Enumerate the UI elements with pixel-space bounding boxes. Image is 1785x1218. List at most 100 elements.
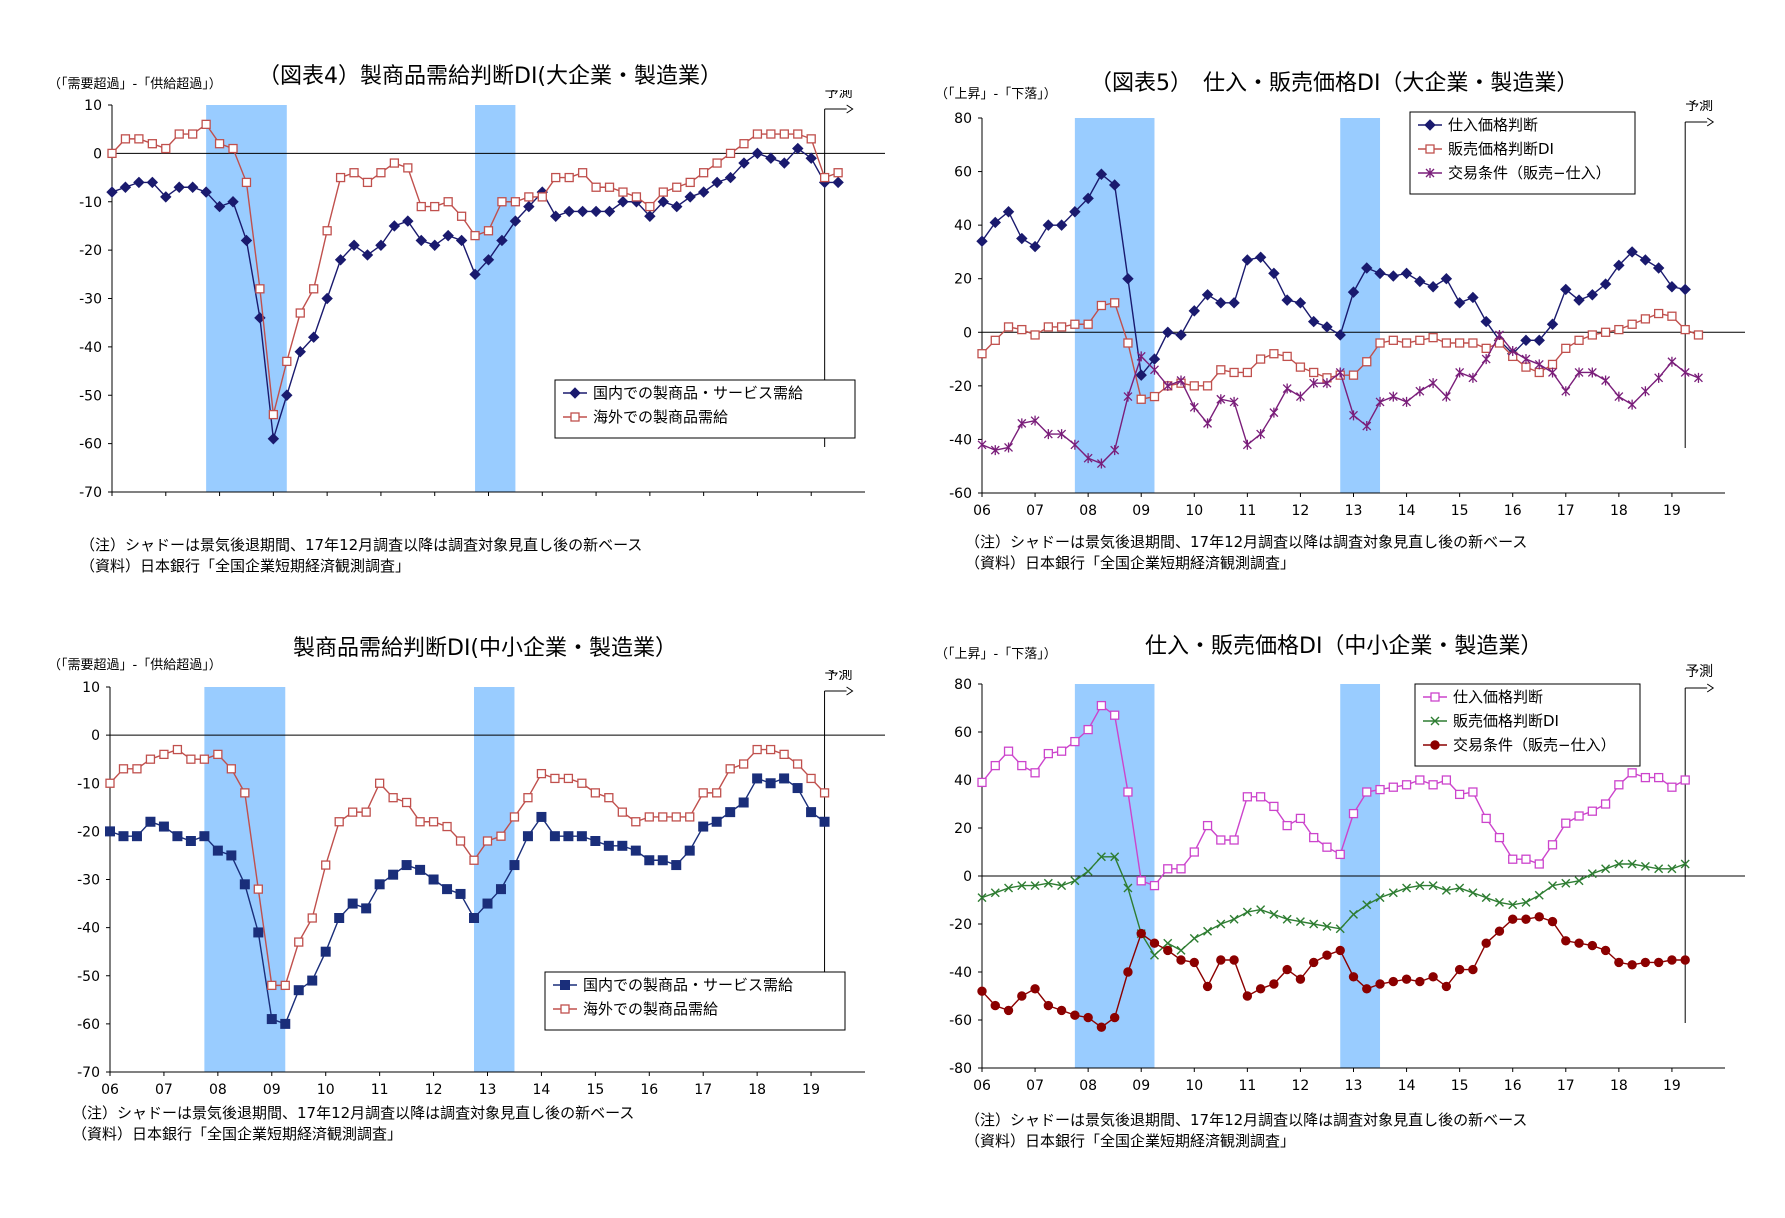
- data-point: [806, 807, 817, 818]
- data-point: [563, 205, 575, 218]
- data-point: [401, 860, 412, 871]
- data-point: [1242, 367, 1253, 378]
- data-point: [374, 879, 385, 890]
- data-point: [590, 205, 602, 218]
- data-point: [1494, 329, 1504, 340]
- data-point: [1017, 991, 1027, 1001]
- data-point: [1030, 330, 1040, 340]
- data-point: [1309, 367, 1319, 378]
- data-point: [496, 234, 508, 247]
- data-point: [1110, 710, 1120, 720]
- data-point: [1030, 881, 1040, 891]
- legend-label: 海外での製商品需給: [583, 1000, 718, 1018]
- data-point: [1362, 357, 1372, 367]
- y-tick-label: -60: [949, 1013, 972, 1029]
- data-point: [644, 210, 656, 222]
- data-point: [349, 168, 359, 178]
- data-point: [1163, 938, 1173, 948]
- data-point: [671, 860, 682, 871]
- data-point: [712, 788, 722, 798]
- data-point: [1561, 343, 1571, 354]
- data-point: [1295, 362, 1306, 372]
- data-point: [1203, 926, 1213, 936]
- data-point: [132, 764, 142, 774]
- x-tick-label: 09: [1132, 503, 1150, 519]
- x-tick-label: 08: [1079, 1078, 1097, 1094]
- data-point: [1561, 936, 1571, 946]
- data-point: [321, 860, 331, 870]
- data-point: [255, 284, 265, 294]
- data-point: [1640, 861, 1650, 871]
- data-point: [1335, 945, 1345, 956]
- data-point: [1600, 799, 1611, 809]
- data-point: [334, 254, 347, 266]
- chart-title: 仕入・販売価格DI（中小企業・製造業）: [1145, 634, 1543, 659]
- data-point: [1215, 297, 1227, 309]
- data-point: [977, 893, 987, 903]
- data-point: [309, 284, 319, 294]
- data-point: [1402, 883, 1412, 893]
- note-source: （資料）日本銀行「全国企業短期経済観測調査」: [72, 1125, 403, 1143]
- data-point: [1533, 334, 1545, 347]
- data-point: [388, 869, 399, 880]
- data-point: [1468, 338, 1478, 348]
- data-point: [1110, 298, 1120, 308]
- data-point: [1016, 232, 1028, 245]
- data-point: [1082, 192, 1094, 205]
- data-point: [577, 778, 587, 788]
- data-point: [1056, 322, 1067, 332]
- data-point: [793, 129, 803, 139]
- data-point: [1574, 367, 1584, 378]
- data-point: [1508, 914, 1518, 924]
- data-point: [1269, 407, 1279, 418]
- data-point: [603, 840, 614, 851]
- data-point: [685, 812, 695, 822]
- data-point: [752, 129, 763, 139]
- x-tick-label: 12: [425, 1082, 443, 1098]
- data-point: [1415, 386, 1425, 397]
- forecast-arrowhead: [846, 686, 854, 696]
- data-point: [1534, 359, 1544, 370]
- data-point: [415, 817, 425, 827]
- data-point: [1269, 909, 1279, 919]
- data-point: [509, 860, 520, 871]
- data-point: [1309, 378, 1319, 389]
- data-point: [1626, 246, 1638, 258]
- x-tick-label: 12: [1292, 503, 1310, 519]
- data-point: [1468, 888, 1478, 898]
- data-point: [307, 913, 317, 923]
- data-point: [1494, 832, 1505, 843]
- data-point: [1163, 945, 1173, 956]
- data-point: [281, 389, 293, 401]
- data-point: [1574, 938, 1584, 948]
- data-point: [1202, 381, 1213, 391]
- data-point: [1587, 806, 1597, 816]
- data-point: [1176, 945, 1186, 955]
- data-point: [711, 176, 723, 189]
- data-point: [806, 134, 816, 144]
- data-point: [684, 191, 696, 203]
- data-point: [375, 239, 387, 251]
- data-point: [833, 168, 843, 178]
- data-point: [1388, 782, 1398, 792]
- data-point: [1614, 391, 1624, 402]
- x-tick-label: 08: [209, 1082, 227, 1098]
- x-tick-label: 18: [748, 1082, 766, 1098]
- y-tick-label: -10: [79, 195, 102, 211]
- forecast-label: 予測: [825, 90, 853, 101]
- data-point: [590, 836, 601, 846]
- data-point: [253, 927, 264, 938]
- data-point: [1548, 367, 1557, 378]
- data-point: [1242, 439, 1252, 450]
- forecast-label: 予測: [1685, 100, 1713, 114]
- data-point: [1374, 267, 1386, 280]
- data-point: [1694, 372, 1703, 383]
- x-tick-label: 07: [155, 1082, 173, 1098]
- data-point: [455, 836, 466, 846]
- data-point: [1388, 976, 1399, 987]
- x-tick-label: 19: [1663, 503, 1681, 519]
- data-point: [1123, 967, 1133, 977]
- data-point: [1680, 775, 1690, 785]
- data-point: [1043, 1000, 1054, 1011]
